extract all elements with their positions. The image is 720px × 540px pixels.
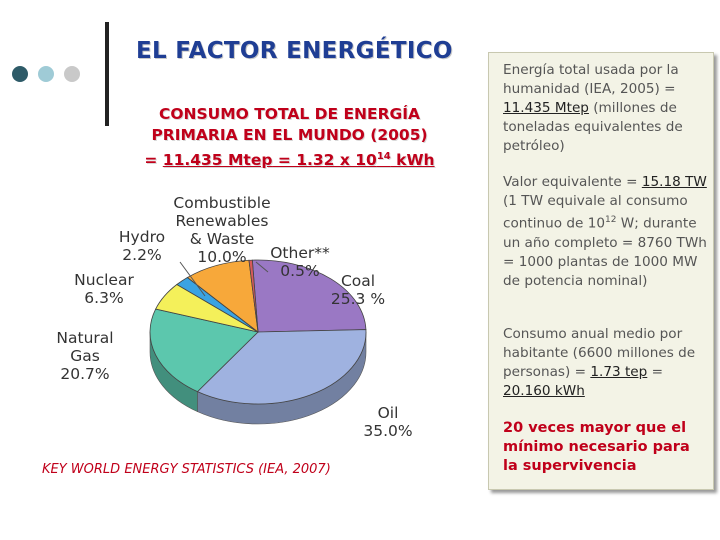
- pie-label-4: Hydro 2.2%: [119, 228, 165, 264]
- subtitle-exponent: 14: [376, 151, 391, 162]
- info-eq-tw: 15.18 TW: [641, 174, 707, 190]
- subtitle-mtep-text: 11.435 Mtep: [162, 151, 273, 170]
- pie-label-0-line-1: 25.3 %: [331, 290, 385, 308]
- pie-label-3-line-1: 6.3%: [84, 289, 123, 307]
- pie-label-0: Coal 25.3 %: [331, 272, 385, 308]
- dot-dark: [12, 66, 28, 82]
- pie-label-2: Natural Gas 20.7%: [56, 329, 113, 383]
- pie-label-4-line-0: Hydro: [119, 228, 165, 246]
- pie-label-2-line-2: 20.7%: [60, 365, 109, 383]
- info-eq-exponent: 12: [605, 215, 617, 225]
- pie-slice-0: [251, 259, 367, 333]
- pie-label-1: Oil 35.0%: [363, 404, 412, 440]
- subtitle-line-3: = 11.435 Mtep = 1.32 x 1014 kWh: [112, 146, 467, 171]
- chart-subtitle: CONSUMO TOTAL DE ENERGÍA PRIMARIA EN EL …: [112, 104, 467, 171]
- info-total-energy: Energía total usada por la humanidad (IE…: [503, 61, 707, 156]
- dot-light-blue: [38, 66, 54, 82]
- info-equivalent: Valor equivalente = 15.18 TW (1 TW equiv…: [503, 173, 707, 291]
- info-panel: Energía total usada por la humanidad (IE…: [488, 52, 714, 490]
- info-total-unit: (millones de toneladas equivalentes de p…: [503, 100, 683, 154]
- pie-label-5-line-0: Combustible: [173, 194, 270, 212]
- subtitle-unit: kWh: [390, 151, 435, 170]
- info-pc-eq: =: [647, 364, 663, 380]
- subtitle-line-2: PRIMARIA EN EL MUNDO (2005): [151, 126, 428, 144]
- pie-label-6-line-0: Other**: [270, 244, 330, 262]
- pie-label-6: Other** 0.5%: [270, 244, 330, 280]
- info-pc-kwh: 20.160 kWh: [503, 383, 585, 399]
- dot-gray: [64, 66, 80, 82]
- leader-hydro: [179, 261, 206, 297]
- pie-slice-6: [248, 259, 259, 333]
- pie-label-2-line-0: Natural: [56, 329, 113, 347]
- pie-label-1-line-1: 35.0%: [363, 422, 412, 440]
- info-eq-desc-end: W; durante un año completo = 8760 TWh = …: [503, 215, 707, 289]
- leader-other: [255, 261, 269, 273]
- pie-label-6-line-1: 0.5%: [280, 262, 319, 280]
- slide-title: EL FACTOR ENERGÉTICO: [136, 38, 453, 64]
- info-eq-text: Valor equivalente =: [503, 174, 642, 190]
- info-eq-desc: (1 TW equivale al consumo continuo de 10: [503, 193, 688, 232]
- pie-slice-2: [149, 308, 259, 393]
- pie-label-5-line-1: Renewables: [176, 212, 269, 230]
- subtitle-mtep: 11.435 Mtep = 1.32 x 1014 kWh: [163, 151, 435, 169]
- pie-slice-1: [196, 329, 367, 405]
- info-conclusion: 20 veces mayor que el mínimo necesario p…: [503, 420, 690, 474]
- info-pc-text: Consumo anual medio por habitante (6600 …: [503, 326, 696, 380]
- pie-label-2-line-1: Gas: [70, 347, 100, 365]
- pie-chart: Coal 25.3 % Oil 35.0% Natural Gas 20.7% Nuclear…: [56, 194, 412, 440]
- subtitle-line-1: CONSUMO TOTAL DE ENERGÍA: [158, 105, 421, 123]
- info-total-text: Energía total usada por la humanidad (IE…: [503, 62, 679, 97]
- pie-label-3-line-0: Nuclear: [74, 271, 134, 289]
- pie-label-5-line-3: 10.0%: [197, 248, 246, 266]
- pie-label-0-line-0: Coal: [341, 272, 375, 290]
- pie-label-3: Nuclear 6.3%: [74, 271, 134, 307]
- subtitle-conversion: = 1.32 x 10: [272, 151, 377, 170]
- pie-label-5-line-2: & Waste: [190, 230, 255, 248]
- title-divider: [105, 22, 109, 126]
- source-citation: KEY WORLD ENERGY STATISTICS (IEA, 2007): [42, 462, 331, 477]
- subtitle-eq: =: [144, 151, 163, 170]
- pie-label-1-line-0: Oil: [378, 404, 399, 422]
- info-per-capita: Consumo anual medio por habitante (6600 …: [503, 325, 707, 401]
- pie-label-5: Combustible Renewables & Waste 10.0%: [173, 194, 270, 266]
- info-pc-tep: 1.73 tep: [590, 364, 648, 380]
- info-total-mtep: 11.435 Mtep: [503, 100, 589, 116]
- pie-label-4-line-1: 2.2%: [122, 246, 161, 264]
